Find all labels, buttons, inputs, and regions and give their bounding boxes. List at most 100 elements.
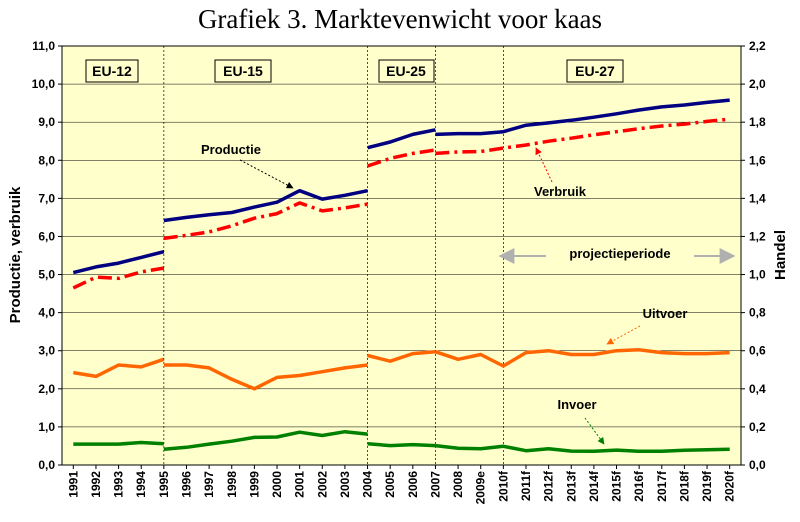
x-tick-label: 2008 [451, 471, 465, 498]
series-verbruik [72, 117, 730, 290]
x-tick-label: 2007 [428, 471, 442, 498]
projection-label: projectieperiode [569, 246, 670, 261]
y2-tick-label: 0,8 [749, 306, 766, 320]
x-tick-label: 2018f [677, 470, 691, 502]
svg-text:EU-27: EU-27 [575, 63, 615, 79]
series-invoer [73, 429, 730, 454]
series-line-segment [367, 128, 436, 150]
chart-title: Grafiek 3. Marktevenwicht voor kaas [197, 4, 603, 34]
x-tick-label: 1991 [66, 471, 80, 498]
series-line-segment [72, 250, 165, 275]
x-tick-label: 2014f [587, 470, 601, 502]
x-tick-label: 2004 [361, 471, 375, 498]
x-tick-label: 2019f [700, 470, 714, 502]
series-line-segment [435, 98, 730, 137]
y2-tick-label: 1,4 [749, 191, 766, 205]
x-tick-label: 2012f [542, 470, 556, 502]
annotation-verbruik: Verbruik [534, 147, 587, 199]
y2-tick-label: 1,2 [749, 229, 766, 243]
y2-tick-label: 0,0 [749, 458, 766, 472]
series-line-segment [163, 188, 368, 223]
x-tick-label: 2005 [383, 471, 397, 498]
svg-text:Uitvoer: Uitvoer [643, 306, 688, 321]
series-line-segment [73, 440, 164, 446]
x-tick-label: 2009e [474, 471, 488, 505]
y2-tick-label: 0,6 [749, 344, 766, 358]
x-tick-label: 2003 [338, 471, 352, 498]
x-tick-label: 1997 [202, 471, 216, 498]
y-tick-label: 10,0 [32, 77, 56, 91]
y-tick-label: 1,0 [38, 420, 55, 434]
y-tick-label: 6,0 [38, 229, 55, 243]
x-tick-label: 2013f [564, 470, 578, 502]
y-tick-label: 3,0 [38, 344, 55, 358]
y2-tick-label: 1,0 [749, 268, 766, 282]
series-line-segment [367, 441, 436, 448]
y-axis-left: 0,0 1,0 2,0 3,0 4,0 5,0 6,0 7,0 8,0 9,0 10,0 11,0 [32, 39, 62, 472]
period-label-eu25: EU-25 [378, 59, 435, 83]
series-line-segment [163, 429, 368, 451]
y2-tick-label: 2,2 [749, 39, 766, 53]
y2-tick-label: 1,8 [749, 115, 766, 129]
annotation-invoer: Invoer [557, 397, 605, 445]
period-label-eu12: EU-12 [85, 59, 139, 83]
annotation-uitvoer: Uitvoer [606, 306, 688, 345]
y-tick-label: 0,0 [38, 458, 55, 472]
x-tick-label: 2000 [270, 471, 284, 498]
series-line-segment [435, 117, 730, 156]
svg-text:EU-15: EU-15 [223, 63, 263, 79]
y-tick-label: 7,0 [38, 191, 55, 205]
svg-text:Verbruik: Verbruik [534, 184, 587, 199]
series-line-segment [434, 348, 730, 368]
series-productie [72, 98, 730, 275]
x-tick-label: 1995 [157, 471, 171, 498]
x-tick-label: 2017f [655, 470, 669, 502]
series-lines [72, 98, 730, 454]
y-tick-label: 4,0 [38, 306, 55, 320]
y-axis-right: 0,0 0,2 0,4 0,6 0,8 1,0 1,2 1,4 1,6 1,8 2,0 2,2 [741, 39, 766, 472]
y-tick-label: 8,0 [38, 153, 55, 167]
x-tick-label: 1994 [134, 471, 148, 498]
y-axis-label-left: Productie, verbruik [7, 186, 24, 323]
svg-text:Invoer: Invoer [557, 397, 596, 412]
x-tick-label: 2020f [723, 470, 737, 502]
annotation-productie: Productie [201, 142, 294, 189]
x-axis: 1991 1992 1993 1994 1995 1996 1997 1998 1999 2000… [66, 465, 737, 505]
y2-tick-label: 0,4 [749, 382, 766, 396]
series-line-segment [367, 148, 436, 168]
y-tick-label: 2,0 [38, 382, 55, 396]
plot-area [61, 45, 742, 466]
x-tick-label: 1996 [179, 471, 193, 498]
svg-text:EU-12: EU-12 [92, 63, 132, 79]
series-line-segment [163, 363, 368, 391]
x-tick-label: 2015f [610, 470, 624, 502]
x-tick-label: 2010f [496, 470, 510, 502]
series-line-segment [367, 349, 436, 363]
y-tick-label: 9,0 [38, 115, 55, 129]
x-tick-label: 2011f [519, 470, 533, 501]
x-tick-label: 1998 [225, 471, 239, 498]
x-tick-label: 2001 [293, 471, 307, 498]
x-tick-label: 2016f [632, 470, 646, 502]
y2-tick-label: 2,0 [749, 77, 766, 91]
series-line-segment [72, 266, 165, 290]
y2-tick-label: 1,6 [749, 153, 766, 167]
series-line-segment [163, 201, 368, 241]
series-line-segment [435, 443, 730, 454]
svg-text:Productie: Productie [201, 142, 261, 157]
x-tick-label: 1999 [247, 471, 261, 498]
y2-tick-label: 0,2 [749, 420, 766, 434]
y-tick-label: 11,0 [32, 39, 55, 53]
series-uitvoer [73, 348, 730, 391]
x-tick-label: 1992 [89, 471, 103, 498]
y-tick-label: 5,0 [38, 268, 55, 282]
x-tick-label: 2006 [406, 471, 420, 498]
series-line-segment [73, 357, 165, 379]
y-axis-label-right: Handel [772, 230, 789, 280]
x-tick-label: 1993 [112, 471, 126, 498]
period-label-eu15: EU-15 [214, 59, 272, 83]
x-tick-label: 2002 [315, 471, 329, 498]
period-label-eu27: EU-27 [566, 59, 624, 83]
svg-text:EU-25: EU-25 [386, 63, 426, 79]
